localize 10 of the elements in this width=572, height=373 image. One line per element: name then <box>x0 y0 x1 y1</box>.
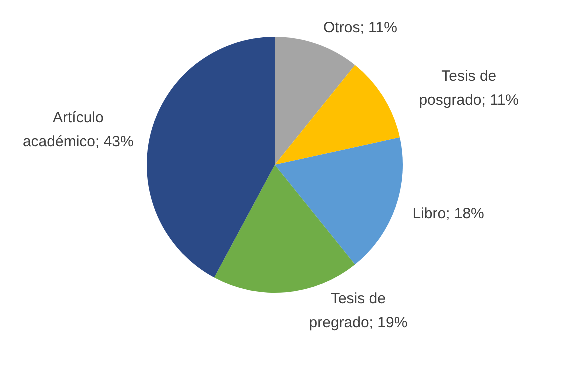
slice-label: Tesis de posgrado; 11% <box>419 68 520 110</box>
pie-slice <box>275 65 400 165</box>
slice-label: Artículo académico; 43% <box>22 109 134 150</box>
slice-label: Libro; 18% <box>412 206 484 223</box>
pie-slice <box>147 37 275 278</box>
slice-label: Otros; 11% <box>324 19 398 36</box>
pie-slice <box>275 37 356 165</box>
pie-slice <box>275 138 403 265</box>
slice-label: Tesis de pregrado; 19% <box>309 290 408 332</box>
pie-slice <box>214 165 356 293</box>
